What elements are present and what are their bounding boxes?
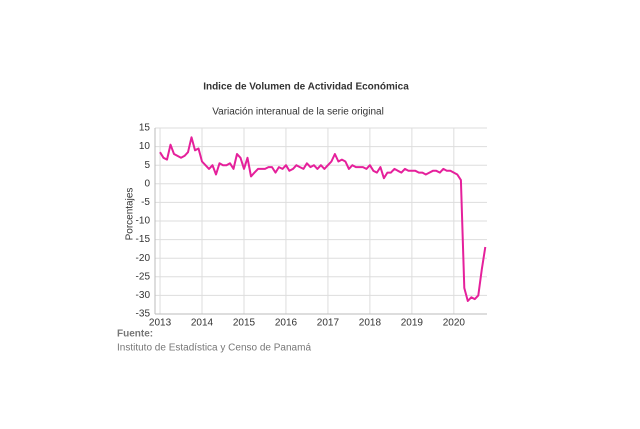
x-tick-label: 2014	[191, 318, 214, 329]
y-tick-label: -20	[136, 253, 151, 264]
data-line	[159, 136, 487, 302]
source-label: Fuente:	[117, 329, 153, 340]
y-tick-label: 15	[139, 123, 151, 134]
x-tick-label: 2016	[275, 318, 298, 329]
y-axis-label: Porcentajes	[125, 188, 136, 241]
x-tick-label: 2017	[317, 318, 340, 329]
chart-subtitle: Variación interanual de la serie origina…	[212, 107, 384, 118]
y-tick-label: -5	[141, 197, 150, 208]
x-tick-label: 2020	[443, 318, 466, 329]
y-tick-label: -30	[136, 290, 151, 301]
y-tick-label: 0	[144, 178, 150, 189]
y-tick-label: -25	[136, 271, 151, 282]
y-tick-label: -15	[136, 234, 151, 245]
source: Instituto de Estadística y Censo de Pana…	[117, 343, 311, 354]
x-tick-label: 2013	[149, 318, 172, 329]
y-tick-label: -35	[136, 309, 151, 320]
x-tick-label: 2015	[233, 318, 256, 329]
x-tick-label: 2018	[359, 318, 382, 329]
x-tick-label: 2019	[401, 318, 424, 329]
y-tick-label: 10	[139, 141, 151, 152]
y-tick-label: -10	[136, 216, 151, 227]
chart-title: Indice de Volumen de Actividad Económica	[203, 82, 409, 93]
y-tick-label: 5	[144, 160, 150, 171]
